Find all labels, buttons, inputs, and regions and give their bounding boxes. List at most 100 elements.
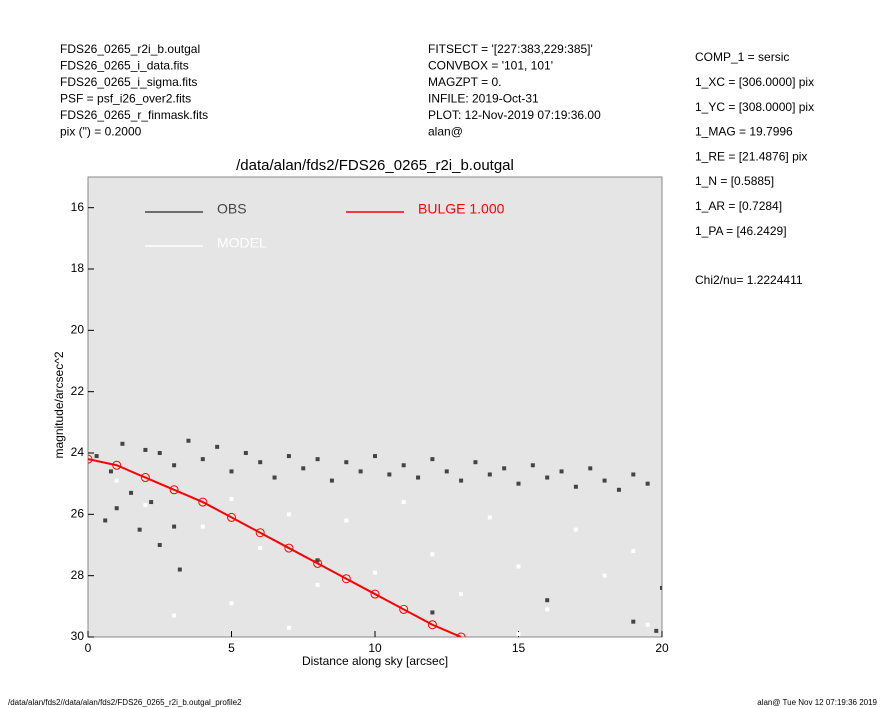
bulge-point: [284, 543, 294, 553]
y-tick-label: 16: [71, 200, 85, 214]
y-tick-label: 28: [71, 568, 85, 582]
data-point: [120, 441, 125, 446]
data-point: [358, 469, 363, 474]
data-point: [530, 463, 535, 468]
data-point: [516, 564, 521, 569]
header-mid-line: INFILE: 2019-Oct-31: [428, 92, 539, 106]
y-tick-label: 30: [71, 629, 85, 643]
data-point: [631, 549, 636, 554]
data-point: [430, 552, 435, 557]
header-left-line: FDS26_0265_r2i_b.outgal: [60, 42, 200, 56]
data-point: [344, 518, 349, 523]
data-point: [114, 478, 119, 483]
bulge-point: [399, 604, 409, 614]
data-point: [573, 484, 578, 489]
x-tick-label: 15: [512, 641, 526, 655]
data-point: [387, 472, 392, 477]
data-point: [631, 472, 636, 477]
data-point: [516, 631, 521, 636]
header-left-line: FDS26_0265_i_sigma.fits: [60, 75, 197, 89]
data-point: [137, 527, 142, 532]
data-point: [373, 454, 377, 459]
y-tick-label: 22: [71, 384, 85, 398]
header-mid-line: FITSECT = '[227:383,229:385]': [428, 42, 593, 56]
bulge-point: [227, 512, 236, 522]
header-left-line: FDS26_0265_i_data.fits: [60, 59, 189, 73]
fit-parameter: 1_XC = [306.0000] pix: [695, 75, 814, 89]
header-mid-line: PLOT: 12-Nov-2019 07:19:36.00: [428, 108, 601, 122]
plot-area: [87, 176, 663, 638]
data-point: [114, 506, 119, 511]
data-point: [487, 515, 492, 520]
data-point: [243, 451, 248, 455]
legend-label: OBS: [217, 201, 247, 217]
data-point: [545, 598, 550, 603]
data-point: [172, 524, 177, 529]
data-point: [631, 619, 636, 624]
data-point: [616, 487, 621, 492]
data-point: [516, 481, 521, 486]
data-point: [286, 512, 291, 517]
bulge-point: [255, 528, 265, 538]
data-point: [344, 460, 349, 465]
data-point: [108, 469, 113, 474]
data-point: [660, 585, 662, 590]
header-left-line: PSF = psf_i26_over2.fits: [60, 92, 191, 106]
y-axis-label: magnitude/arcsec^2: [52, 351, 66, 458]
data-point: [229, 469, 234, 474]
data-point: [172, 463, 177, 468]
data-point: [177, 567, 182, 572]
data-point: [229, 601, 234, 606]
header-left-line: pix (") = 0.2000: [60, 125, 142, 139]
header-mid-line: alan@: [428, 125, 463, 139]
data-point: [502, 466, 507, 471]
data-point: [487, 472, 492, 477]
data-point: [200, 524, 205, 529]
data-point: [272, 475, 277, 480]
data-point: [645, 622, 650, 627]
header-mid-line: MAGZPT = 0.: [428, 75, 501, 89]
y-tick-label: 24: [71, 445, 85, 459]
header-left-line: FDS26_0265_r_finmask.fits: [60, 108, 208, 122]
header-mid-line: CONVBOX = '101, 101': [428, 59, 553, 73]
data-point: [157, 451, 162, 455]
data-point: [149, 500, 154, 505]
x-tick-label: 10: [368, 641, 382, 655]
data-point: [315, 558, 320, 563]
bulge-point: [169, 485, 179, 495]
data-point: [301, 466, 306, 471]
data-point: [401, 463, 406, 468]
data-point: [143, 503, 148, 508]
y-tick-label: 26: [71, 507, 85, 521]
bulge-point: [456, 632, 466, 637]
data-point: [654, 628, 659, 633]
data-point: [143, 447, 148, 452]
bulge-point: [341, 574, 351, 584]
data-point: [215, 444, 220, 449]
data-point: [645, 481, 650, 486]
data-point: [602, 573, 607, 578]
data-point: [588, 466, 593, 471]
x-tick-label: 0: [85, 641, 92, 655]
data-point: [573, 527, 578, 532]
data-point: [459, 592, 464, 597]
data-point: [416, 475, 421, 480]
bulge-point: [112, 460, 122, 470]
data-point: [157, 543, 162, 547]
plot-data: [88, 438, 662, 637]
data-point: [172, 613, 177, 618]
chi2: Chi2/nu= 1.2224411: [695, 273, 803, 287]
data-point: [258, 546, 263, 551]
data-point: [459, 478, 464, 483]
bulge-point: [140, 473, 150, 483]
data-point: [286, 625, 291, 630]
legend-label: MODEL: [217, 235, 267, 251]
bulge-point: [427, 620, 437, 630]
bulge-curve: [88, 458, 462, 637]
fit-parameter: 1_N = [0.5885]: [695, 174, 774, 188]
data-point: [258, 460, 263, 465]
data-point: [103, 518, 108, 523]
y-tick-label: 18: [71, 261, 85, 275]
